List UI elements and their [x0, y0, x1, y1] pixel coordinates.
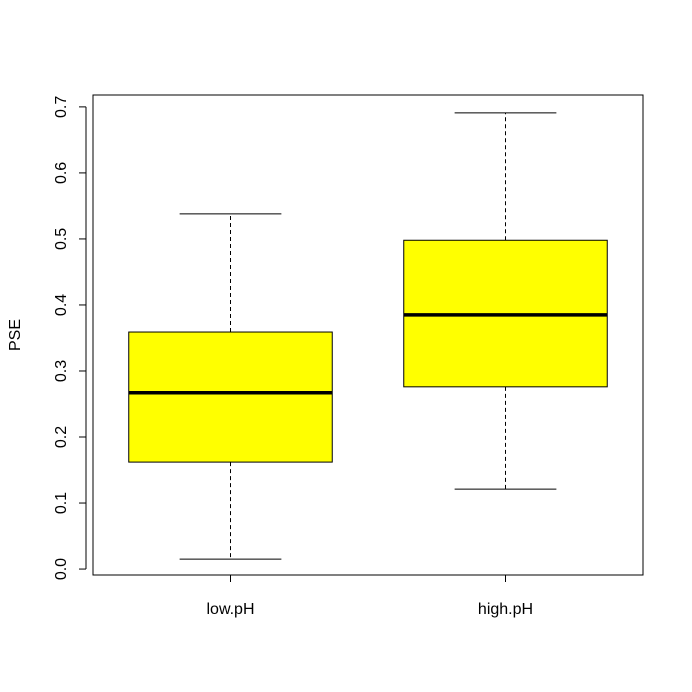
- y-tick-label: 0.4: [53, 294, 70, 316]
- y-tick-label: 0.3: [53, 360, 70, 382]
- x-tick-label: high.pH: [478, 601, 533, 618]
- y-tick-label: 0.6: [53, 162, 70, 184]
- y-tick-label: 0.1: [53, 492, 70, 514]
- y-axis-label: PSE: [7, 319, 24, 351]
- y-tick-label: 0.2: [53, 426, 70, 448]
- y-tick-label: 0.5: [53, 228, 70, 250]
- y-tick-label: 0.0: [53, 558, 70, 580]
- plot-frame: [92, 94, 644, 576]
- x-tick-label: low.pH: [206, 601, 254, 618]
- box: [128, 331, 333, 463]
- y-tick-label: 0.7: [53, 96, 70, 118]
